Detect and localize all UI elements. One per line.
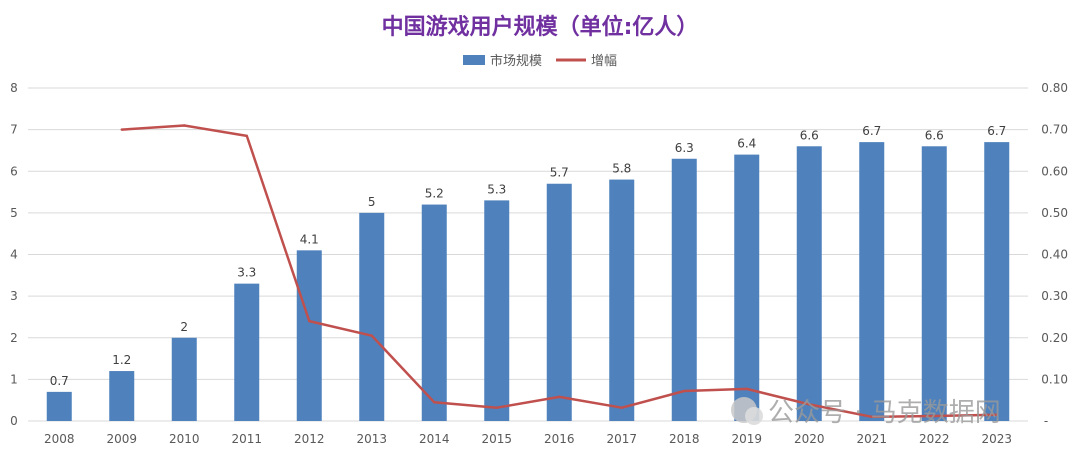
bar: [796, 146, 822, 421]
bars-layer: 0.7 1.2 2 3.3 4.1 5 5.2 5.3 5.7 5.8 6.3 6.4 6.6 6.7 6.…: [46, 124, 1010, 422]
bar: [46, 391, 72, 421]
y-left-tick-label: 8: [10, 81, 18, 95]
chart-title: 中国游戏用户规模（单位:亿人）: [382, 14, 699, 40]
y-right-tick-label: 0.60: [1041, 164, 1068, 178]
x-tick-label: 2008: [44, 432, 75, 446]
legend-swatch-bar: [463, 55, 485, 65]
bar-data-label: 3.3: [237, 266, 256, 280]
bar-data-label: 1.2: [112, 353, 131, 367]
line-point: [433, 401, 436, 404]
y-left-tick-label: 2: [10, 331, 18, 345]
bar: [171, 337, 197, 421]
y-right-tick-label: 0.80: [1041, 81, 1068, 95]
bar: [359, 212, 385, 421]
line-point: [245, 134, 248, 138]
bar: [984, 142, 1010, 422]
bar: [921, 146, 947, 421]
legend-label-line: 增幅: [591, 54, 617, 69]
x-tick-label: 2020: [794, 432, 825, 446]
y-left-tick-label: 0: [10, 414, 18, 428]
wechat-icon-bubble: [745, 407, 763, 425]
legend: 市场规模 增幅: [463, 53, 617, 69]
line-point: [495, 406, 498, 409]
bar-data-label: 6.3: [675, 141, 694, 155]
y-left-tick-label: 5: [10, 206, 18, 220]
bar: [546, 183, 572, 421]
bar: [734, 154, 760, 421]
axis-layer: 0 1 2 3 4 5 6 7 8 - 0.10 0.20 0.30 0.40 0.50 0.60 0.70 0.…: [10, 81, 1068, 446]
y-right-tick-label: 0.10: [1041, 372, 1068, 386]
bar-data-label: 4.1: [300, 232, 319, 246]
x-tick-label: 2015: [481, 432, 512, 446]
bar: [421, 204, 447, 421]
bar-data-label: 6.6: [925, 128, 944, 142]
x-tick-label: 2021: [856, 432, 887, 446]
y-left-tick-label: 3: [10, 289, 18, 303]
bar: [296, 250, 322, 421]
bar: [484, 200, 510, 421]
x-tick-label: 2017: [606, 432, 637, 446]
line-layer: [120, 124, 998, 419]
x-tick-label: 2023: [981, 432, 1012, 446]
line-point: [308, 319, 311, 323]
bar: [234, 283, 260, 421]
bar-data-label: 6.6: [800, 128, 819, 142]
y-left-tick-label: 6: [10, 164, 18, 178]
x-tick-label: 2011: [231, 432, 262, 446]
watermark-text: 公众号 · 马克数据网: [768, 398, 1001, 428]
x-tick-label: 2019: [731, 432, 762, 446]
bar: [671, 158, 697, 421]
line-point: [120, 128, 123, 131]
bar: [609, 179, 635, 421]
bar-data-label: 6.7: [862, 124, 881, 138]
line-point: [683, 389, 686, 393]
x-tick-label: 2009: [106, 432, 137, 446]
bar: [109, 371, 135, 421]
line-point: [808, 403, 811, 406]
bar-data-label: 2: [180, 320, 188, 334]
line-point: [620, 406, 623, 409]
legend-label-bar: 市场规模: [490, 53, 542, 69]
x-tick-label: 2022: [919, 432, 950, 446]
y-right-tick-label: 0.40: [1041, 248, 1068, 262]
y-right-tick-label: 0.70: [1041, 123, 1068, 137]
line-point: [870, 415, 873, 419]
line-point: [370, 334, 373, 337]
line-point: [933, 414, 936, 418]
y-left-tick-label: 1: [10, 372, 18, 386]
line-point: [558, 395, 561, 399]
bar-data-label: 6.4: [737, 137, 756, 151]
x-tick-label: 2016: [544, 432, 575, 446]
x-tick-label: 2018: [669, 432, 700, 446]
y-left-tick-label: 4: [10, 248, 18, 262]
bar-data-label: 5: [368, 195, 376, 209]
y-right-tick-label: 0.20: [1041, 331, 1068, 345]
y-right-tick-label: 0.30: [1041, 289, 1068, 303]
y-right-tick-label: -: [1044, 414, 1048, 428]
y-right-tick-label: 0.50: [1041, 206, 1068, 220]
bar-data-label: 5.2: [425, 187, 444, 201]
bar-data-label: 5.7: [550, 166, 569, 180]
line-point: [995, 413, 998, 416]
x-tick-label: 2012: [294, 432, 325, 446]
watermark: 公众号 · 马克数据网: [731, 397, 1001, 428]
x-tick-label: 2010: [169, 432, 200, 446]
line-point: [183, 124, 186, 127]
x-tick-label: 2013: [356, 432, 387, 446]
bar-data-label: 5.8: [612, 162, 631, 176]
bar: [859, 142, 885, 422]
bar-data-label: 6.7: [987, 124, 1006, 138]
line-point: [745, 387, 748, 391]
bar-data-label: 5.3: [487, 182, 506, 196]
x-tick-label: 2014: [419, 432, 450, 446]
bar-data-label: 0.7: [50, 374, 69, 388]
y-left-tick-label: 7: [10, 123, 18, 137]
